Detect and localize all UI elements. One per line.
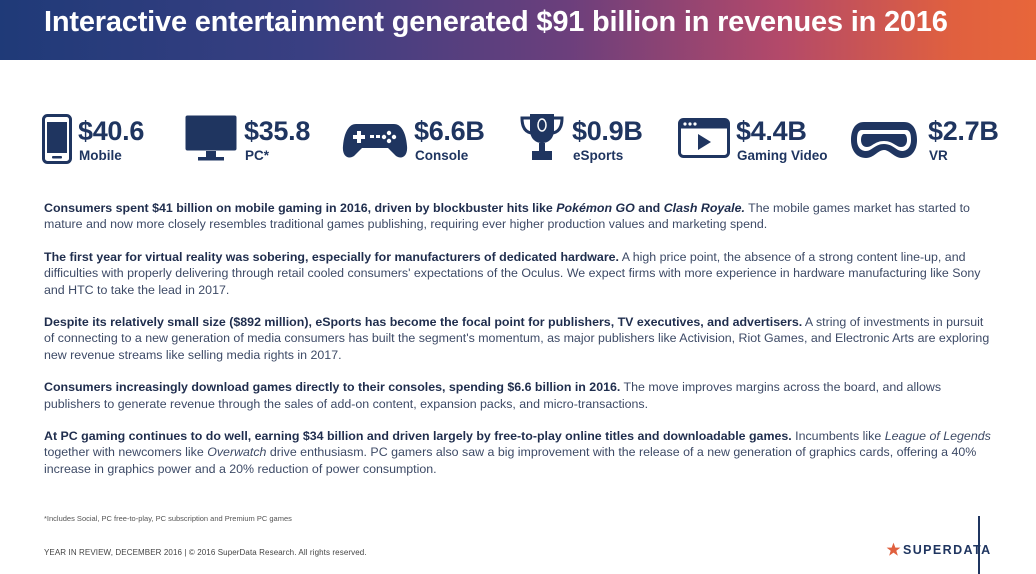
monitor-icon: [184, 114, 238, 167]
paragraph-body: A string of investments in pursuit of co…: [44, 315, 990, 362]
title-overwatch: Overwatch: [207, 445, 267, 460]
stat-value: $6.6B: [414, 116, 485, 146]
stat-mobile: $40.6 Mobile: [40, 112, 170, 168]
stat-gaming-video: $4.4B Gaming Video: [678, 112, 838, 168]
paragraph-esports: Despite its relatively small size ($892 …: [44, 314, 994, 363]
paragraph-lead: Consumers spent $41 billion on mobile ga…: [44, 201, 745, 215]
paragraph-lead: The first year for virtual reality was s…: [44, 249, 619, 264]
stat-label: Mobile: [79, 148, 122, 163]
stats-row: $40.6 Mobile $35.8 PC*: [40, 112, 1000, 168]
title-pokemon-go: Pokémon GO: [556, 201, 635, 215]
paragraph-body: Incumbents like: [791, 429, 885, 444]
stat-label: Console: [415, 148, 469, 163]
stat-value: $4.4B: [736, 116, 807, 146]
phone-icon: [42, 114, 72, 169]
stat-value: $0.9B: [572, 116, 643, 146]
paragraph-lead: Consumers increasingly download games di…: [44, 380, 621, 395]
paragraph-mobile: Consumers spent $41 billion on mobile ga…: [44, 200, 994, 233]
paragraph-pc: At PC gaming continues to do well, earni…: [44, 428, 994, 477]
stat-label: eSports: [573, 148, 624, 163]
logo-divider: [978, 516, 980, 574]
lead-text: Consumers spent $41 billion on mobile ga…: [44, 201, 557, 215]
trophy-icon: [518, 112, 566, 167]
body-text: Consumers spent $41 billion on mobile ga…: [44, 200, 994, 493]
stat-pc: $35.8 PC*: [184, 112, 324, 168]
stat-console: $6.6B Console: [342, 112, 492, 168]
stat-value: $2.7B: [928, 116, 999, 146]
vr-headset-icon: [850, 120, 918, 165]
stat-label: PC*: [245, 148, 270, 163]
stat-vr: $2.7B VR: [850, 112, 1000, 168]
video-player-icon: [678, 118, 730, 163]
star-icon: [886, 542, 901, 562]
paragraph-body: together with newcomers like: [44, 445, 208, 460]
paragraph-lead: At PC gaming continues to do well, earni…: [44, 429, 792, 444]
lead-text: and: [634, 201, 664, 215]
paragraph-body: The move improves margins across the boa…: [44, 380, 942, 411]
title-clash-royale: Clash Royale.: [663, 201, 745, 215]
paragraph-lead: Despite its relatively small size ($892 …: [44, 315, 803, 330]
gamepad-icon: [342, 120, 408, 165]
footnote: *Includes Social, PC free-to-play, PC su…: [44, 514, 292, 523]
title-league-of-legends: League of Legends: [884, 429, 991, 444]
paragraph-vr: The first year for virtual reality was s…: [44, 249, 994, 298]
stat-label: Gaming Video: [737, 148, 828, 163]
stat-label: VR: [929, 148, 948, 163]
paragraph-console: Consumers increasingly download games di…: [44, 379, 994, 412]
paragraph-body: The mobile games market has started to m…: [44, 201, 970, 232]
stat-esports: $0.9B eSports: [518, 112, 658, 168]
stat-value: $35.8: [244, 116, 311, 146]
footer-copyright: YEAR IN REVIEW, DECEMBER 2016 | © 2016 S…: [44, 548, 367, 557]
paragraph-body: A high price point, the absence of a str…: [44, 249, 981, 297]
title-banner: Interactive entertainment generated $91 …: [0, 0, 1036, 60]
paragraph-body: drive enthusiasm. PC gamers also saw a b…: [44, 445, 977, 476]
stat-value: $40.6: [78, 116, 145, 146]
page-title: Interactive entertainment generated $91 …: [44, 6, 948, 38]
logo-text: SUPERDATA: [903, 543, 992, 557]
